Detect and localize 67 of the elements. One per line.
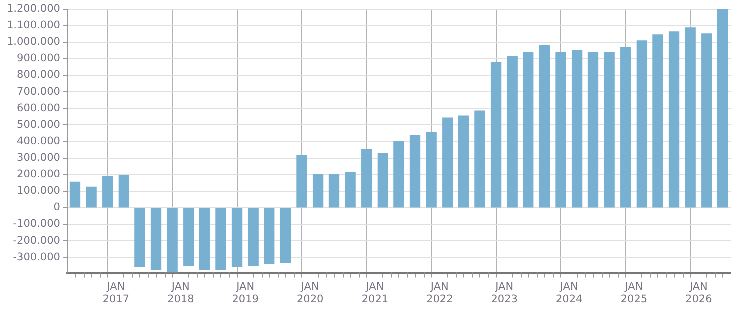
bar (216, 208, 226, 270)
bar (280, 208, 291, 264)
bar (167, 208, 178, 273)
y-tick-label: -100.000 (13, 218, 60, 230)
x-tick-label: JAN 2018 (168, 280, 194, 306)
bar (312, 174, 324, 208)
bar (199, 208, 210, 270)
x-tick-label: JAN 2020 (296, 280, 324, 306)
bar (150, 208, 162, 270)
y-tick-label: 400.000 (17, 135, 60, 148)
bar (588, 52, 599, 208)
bar (378, 153, 389, 208)
bar (296, 155, 308, 208)
bar (442, 118, 454, 208)
bar (86, 186, 97, 208)
bar (118, 174, 130, 208)
bar (652, 34, 664, 208)
x-tick-label: JAN 2021 (362, 280, 389, 306)
y-tick-label: -200.000 (13, 234, 60, 247)
y-tick-label: 1.100.000 (6, 20, 60, 32)
bar (474, 110, 486, 208)
y-tick-label: 800.000 (17, 69, 60, 82)
bar (507, 56, 518, 208)
y-tick-label: 300.000 (17, 152, 60, 164)
y-tick-label: 600.000 (17, 102, 60, 114)
y-tick-label: 700.000 (17, 86, 60, 98)
y-tick-label: 200.000 (17, 168, 60, 181)
y-tick-label: 1.000.000 (6, 36, 60, 48)
x-tick-label: JAN 2026 (686, 280, 713, 306)
bar (620, 48, 632, 208)
bar (668, 32, 680, 208)
y-tick-label: 500.000 (17, 118, 60, 131)
bar (248, 208, 259, 267)
bar (328, 174, 340, 208)
bar (102, 176, 114, 208)
bar (604, 52, 615, 208)
x-tick-label: JAN 2017 (102, 280, 130, 306)
bar (572, 50, 583, 208)
y-tick-label: -300.000 (13, 251, 60, 264)
bar (490, 62, 502, 208)
bar (458, 116, 469, 208)
bar (523, 52, 534, 208)
bar (636, 40, 648, 208)
bar (556, 52, 566, 208)
bar (426, 132, 437, 208)
bar (685, 28, 696, 208)
x-tick-label: JAN 2024 (556, 280, 583, 306)
bar (345, 172, 356, 208)
bar (134, 208, 146, 268)
bar (394, 141, 404, 208)
x-tick-label: JAN 2022 (426, 280, 454, 306)
y-tick-label: 0 (54, 202, 60, 214)
bar (362, 148, 372, 208)
bar (184, 208, 194, 267)
bar (70, 182, 81, 208)
bar (717, 9, 728, 208)
y-tick-label: 900.000 (17, 52, 60, 65)
y-tick-label: 100.000 (17, 185, 60, 198)
x-tick-label: JAN 2025 (620, 280, 648, 306)
bar (702, 34, 712, 208)
bar (264, 208, 275, 265)
y-tick-label: 1.200.000 (6, 3, 60, 16)
x-tick-label: JAN 2023 (491, 280, 518, 306)
bar (410, 135, 421, 208)
x-tick-label: JAN 2019 (232, 280, 259, 306)
bar (232, 208, 243, 268)
bar (539, 46, 550, 208)
